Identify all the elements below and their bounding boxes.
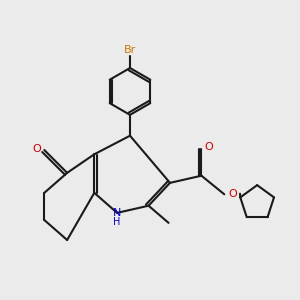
Text: O: O: [228, 189, 237, 199]
Text: N: N: [113, 208, 121, 218]
Text: O: O: [32, 144, 41, 154]
Text: H: H: [113, 217, 121, 227]
Text: Br: Br: [124, 45, 136, 55]
Text: O: O: [204, 142, 213, 152]
